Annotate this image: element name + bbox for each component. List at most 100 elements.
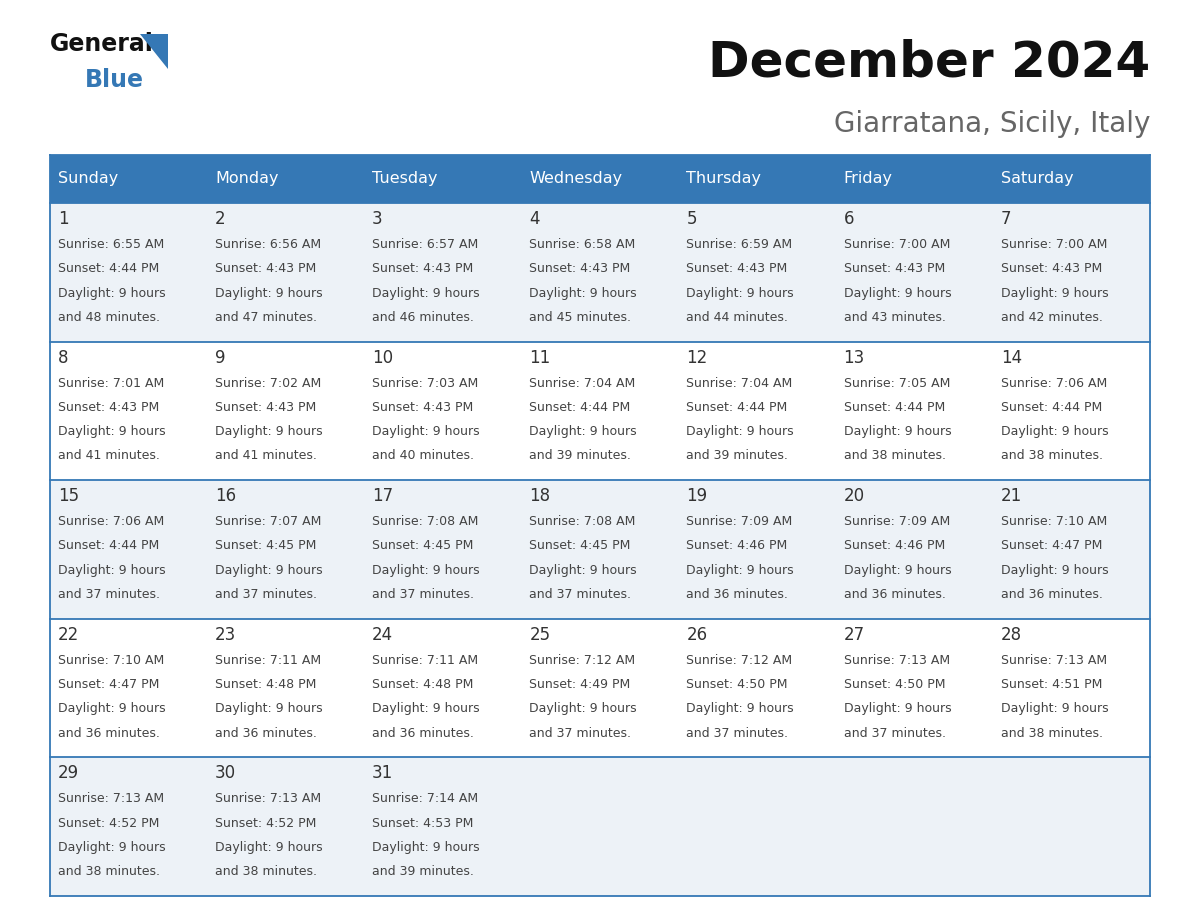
Text: Sunrise: 7:11 AM: Sunrise: 7:11 AM <box>372 654 479 666</box>
Text: and 36 minutes.: and 36 minutes. <box>372 726 474 740</box>
Text: Friday: Friday <box>843 172 892 186</box>
Text: Daylight: 9 hours: Daylight: 9 hours <box>372 841 480 854</box>
Text: and 38 minutes.: and 38 minutes. <box>58 865 160 879</box>
Text: Daylight: 9 hours: Daylight: 9 hours <box>687 286 794 299</box>
Text: Daylight: 9 hours: Daylight: 9 hours <box>372 564 480 577</box>
Text: Sunset: 4:45 PM: Sunset: 4:45 PM <box>372 540 474 553</box>
Text: Sunday: Sunday <box>58 172 118 186</box>
Text: and 38 minutes.: and 38 minutes. <box>1000 726 1102 740</box>
Text: Sunrise: 7:04 AM: Sunrise: 7:04 AM <box>530 376 636 389</box>
Text: and 46 minutes.: and 46 minutes. <box>372 311 474 324</box>
Text: Sunset: 4:48 PM: Sunset: 4:48 PM <box>372 678 474 691</box>
Text: Daylight: 9 hours: Daylight: 9 hours <box>1000 286 1108 299</box>
Text: 13: 13 <box>843 349 865 366</box>
Text: Sunset: 4:51 PM: Sunset: 4:51 PM <box>1000 678 1102 691</box>
Text: Daylight: 9 hours: Daylight: 9 hours <box>215 286 323 299</box>
Text: 31: 31 <box>372 765 393 782</box>
Text: 20: 20 <box>843 487 865 505</box>
Text: Sunset: 4:45 PM: Sunset: 4:45 PM <box>215 540 316 553</box>
Text: Daylight: 9 hours: Daylight: 9 hours <box>215 425 323 438</box>
Text: Daylight: 9 hours: Daylight: 9 hours <box>58 425 165 438</box>
Text: Daylight: 9 hours: Daylight: 9 hours <box>215 841 323 854</box>
Text: Sunrise: 7:13 AM: Sunrise: 7:13 AM <box>58 792 164 805</box>
Bar <box>993 757 1150 896</box>
Text: and 37 minutes.: and 37 minutes. <box>215 588 317 601</box>
Bar <box>207 619 365 757</box>
Text: Sunrise: 7:02 AM: Sunrise: 7:02 AM <box>215 376 321 389</box>
Text: Daylight: 9 hours: Daylight: 9 hours <box>687 702 794 715</box>
Text: and 41 minutes.: and 41 minutes. <box>215 450 317 463</box>
Bar <box>207 480 365 619</box>
Bar <box>678 480 835 619</box>
Text: Sunrise: 7:05 AM: Sunrise: 7:05 AM <box>843 376 950 389</box>
Bar <box>993 619 1150 757</box>
Bar <box>522 155 678 203</box>
Bar <box>207 155 365 203</box>
Text: Sunset: 4:47 PM: Sunset: 4:47 PM <box>58 678 159 691</box>
Text: Sunrise: 7:14 AM: Sunrise: 7:14 AM <box>372 792 479 805</box>
Text: 12: 12 <box>687 349 708 366</box>
Text: Sunrise: 7:07 AM: Sunrise: 7:07 AM <box>215 515 322 528</box>
Bar <box>50 203 207 341</box>
Bar <box>835 480 993 619</box>
Text: Daylight: 9 hours: Daylight: 9 hours <box>1000 702 1108 715</box>
Text: 11: 11 <box>530 349 550 366</box>
Text: and 36 minutes.: and 36 minutes. <box>687 588 789 601</box>
Text: Sunset: 4:44 PM: Sunset: 4:44 PM <box>530 401 631 414</box>
Bar <box>993 203 1150 341</box>
Text: Sunset: 4:53 PM: Sunset: 4:53 PM <box>372 817 474 830</box>
Text: 26: 26 <box>687 626 708 644</box>
Bar <box>365 155 522 203</box>
Text: Sunrise: 6:58 AM: Sunrise: 6:58 AM <box>530 238 636 251</box>
Text: Sunset: 4:50 PM: Sunset: 4:50 PM <box>843 678 946 691</box>
Text: Sunset: 4:52 PM: Sunset: 4:52 PM <box>58 817 159 830</box>
Bar <box>678 155 835 203</box>
Text: 25: 25 <box>530 626 550 644</box>
Text: and 37 minutes.: and 37 minutes. <box>687 726 789 740</box>
Text: 10: 10 <box>372 349 393 366</box>
Text: and 39 minutes.: and 39 minutes. <box>372 865 474 879</box>
Text: 2: 2 <box>215 210 226 228</box>
Text: 8: 8 <box>58 349 69 366</box>
Text: Sunrise: 7:10 AM: Sunrise: 7:10 AM <box>58 654 164 666</box>
Text: Sunset: 4:43 PM: Sunset: 4:43 PM <box>215 401 316 414</box>
Text: Sunset: 4:45 PM: Sunset: 4:45 PM <box>530 540 631 553</box>
Text: Daylight: 9 hours: Daylight: 9 hours <box>215 702 323 715</box>
Text: and 38 minutes.: and 38 minutes. <box>215 865 317 879</box>
Text: and 41 minutes.: and 41 minutes. <box>58 450 159 463</box>
Text: Sunrise: 7:10 AM: Sunrise: 7:10 AM <box>1000 515 1107 528</box>
Text: Sunrise: 6:56 AM: Sunrise: 6:56 AM <box>215 238 321 251</box>
Text: Daylight: 9 hours: Daylight: 9 hours <box>687 564 794 577</box>
Text: 27: 27 <box>843 626 865 644</box>
Text: Sunset: 4:49 PM: Sunset: 4:49 PM <box>530 678 631 691</box>
Bar <box>993 155 1150 203</box>
Text: Sunrise: 7:09 AM: Sunrise: 7:09 AM <box>687 515 792 528</box>
Text: Sunset: 4:46 PM: Sunset: 4:46 PM <box>843 540 944 553</box>
Text: Sunrise: 7:04 AM: Sunrise: 7:04 AM <box>687 376 792 389</box>
Text: Daylight: 9 hours: Daylight: 9 hours <box>1000 564 1108 577</box>
Bar <box>50 619 207 757</box>
Text: 16: 16 <box>215 487 236 505</box>
Bar <box>835 619 993 757</box>
Text: Sunset: 4:43 PM: Sunset: 4:43 PM <box>530 263 631 275</box>
Text: and 45 minutes.: and 45 minutes. <box>530 311 631 324</box>
Text: 6: 6 <box>843 210 854 228</box>
Text: Daylight: 9 hours: Daylight: 9 hours <box>372 702 480 715</box>
Text: 28: 28 <box>1000 626 1022 644</box>
Text: Sunset: 4:43 PM: Sunset: 4:43 PM <box>215 263 316 275</box>
Text: Sunset: 4:50 PM: Sunset: 4:50 PM <box>687 678 788 691</box>
Text: Sunrise: 6:59 AM: Sunrise: 6:59 AM <box>687 238 792 251</box>
Text: 30: 30 <box>215 765 236 782</box>
Text: Sunset: 4:43 PM: Sunset: 4:43 PM <box>372 401 473 414</box>
Text: Daylight: 9 hours: Daylight: 9 hours <box>372 425 480 438</box>
Text: 14: 14 <box>1000 349 1022 366</box>
Text: Tuesday: Tuesday <box>372 172 437 186</box>
Text: Daylight: 9 hours: Daylight: 9 hours <box>530 564 637 577</box>
Text: Giarratana, Sicily, Italy: Giarratana, Sicily, Italy <box>834 110 1150 138</box>
Text: Saturday: Saturday <box>1000 172 1073 186</box>
Text: and 36 minutes.: and 36 minutes. <box>1000 588 1102 601</box>
Bar <box>993 341 1150 480</box>
Text: Sunrise: 7:13 AM: Sunrise: 7:13 AM <box>1000 654 1107 666</box>
Text: 9: 9 <box>215 349 226 366</box>
Text: Sunset: 4:43 PM: Sunset: 4:43 PM <box>1000 263 1102 275</box>
